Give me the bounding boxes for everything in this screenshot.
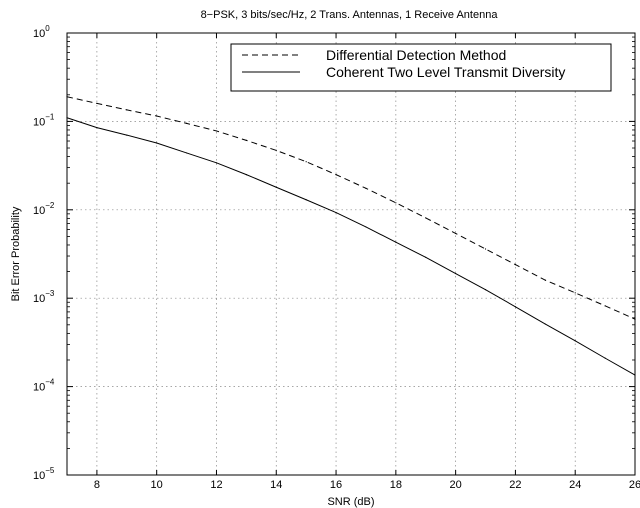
x-tick-label: 18: [390, 479, 402, 491]
y-tick-exponent: −3: [45, 289, 55, 298]
series-2-point: [574, 340, 576, 342]
y-tick-label: 10−3: [33, 289, 55, 305]
series-1-point: [455, 232, 457, 235]
series-line-2: [66, 117, 636, 376]
chart-title: 8−PSK, 3 bits/sec/Hz, 2 Trans. Antennas,…: [201, 9, 499, 21]
series-1-point: [425, 217, 427, 219]
x-tick-label: 8: [94, 479, 100, 491]
plot-area: [67, 33, 635, 475]
series-2-point: [484, 289, 487, 291]
series-2-point: [156, 142, 158, 144]
x-axis-title: SNR (dB): [327, 496, 374, 508]
series-2-point: [215, 162, 218, 164]
y-tick-base: 10: [33, 28, 45, 40]
x-tick-label: 26: [629, 479, 640, 491]
series-1-point: [126, 109, 128, 111]
series-1-point: [305, 161, 307, 163]
series-2-point: [245, 174, 247, 176]
plot-border: [66, 32, 636, 476]
series-2-point: [544, 323, 546, 325]
series-1-point: [156, 115, 158, 117]
y-tick-label: 10−4: [33, 378, 55, 394]
series-1-point: [96, 102, 98, 104]
y-tick-exponent: −4: [45, 378, 55, 387]
series-2-point: [514, 306, 517, 308]
legend-box: [230, 43, 612, 92]
series-2-point: [305, 199, 307, 201]
axis-ticks: 8 10 12 14 16 18 20 22 24 2610−510−410−310−210−11…: [33, 24, 640, 491]
x-tick-label: 10: [151, 479, 163, 491]
x-tick-label: 20: [450, 479, 462, 491]
x-tick-label: 12: [210, 479, 222, 491]
series-1-point: [574, 292, 576, 294]
y-tick-base: 10: [33, 116, 45, 128]
y-tick-base: 10: [33, 382, 45, 394]
y-tick-exponent: −2: [45, 201, 55, 210]
y-tick-base: 10: [33, 293, 45, 305]
series-2-point: [425, 256, 427, 258]
legend-label-2: Coherent Two Level Transmit Diversity: [326, 64, 565, 80]
grid: [67, 33, 635, 475]
series-1-point: [365, 187, 367, 189]
y-tick-base: 10: [33, 470, 45, 482]
y-tick-base: 10: [33, 205, 45, 217]
series-1-point: [395, 202, 397, 204]
series-2-point: [275, 186, 277, 188]
series-1-point: [185, 122, 188, 124]
x-tick-label: 24: [569, 479, 581, 491]
y-tick-label: 10−1: [33, 112, 55, 128]
series-2-point: [395, 241, 397, 243]
series-2-point: [126, 134, 128, 136]
legend-label-1: Differential Detection Method: [326, 47, 506, 63]
x-tick-label: 16: [330, 479, 342, 491]
series-2-point: [96, 127, 98, 129]
y-tick-label: 10−2: [33, 201, 55, 217]
series-1-point: [544, 279, 546, 281]
y-tick-label: 10−5: [33, 466, 55, 482]
series-1-point: [245, 139, 247, 141]
series-1-point: [484, 248, 487, 250]
series-1-point: [335, 174, 337, 176]
series-2-point: [455, 272, 457, 275]
series-1-point: [604, 305, 606, 307]
series-1-point: [215, 130, 218, 132]
y-tick-exponent: −5: [45, 466, 55, 475]
y-tick-exponent: 0: [45, 24, 50, 33]
series-1-point: [275, 149, 277, 151]
y-axis-title: Bit Error Probability: [10, 206, 22, 301]
series-2-point: [185, 152, 188, 154]
y-tick-label: 100: [33, 24, 50, 40]
series-2-point: [604, 357, 606, 359]
series-2-point: [365, 226, 367, 228]
x-tick-label: 14: [270, 479, 282, 491]
x-tick-label: 22: [509, 479, 521, 491]
series-2-point: [335, 211, 337, 214]
series-1-point: [514, 263, 517, 266]
y-tick-exponent: −1: [45, 112, 55, 121]
